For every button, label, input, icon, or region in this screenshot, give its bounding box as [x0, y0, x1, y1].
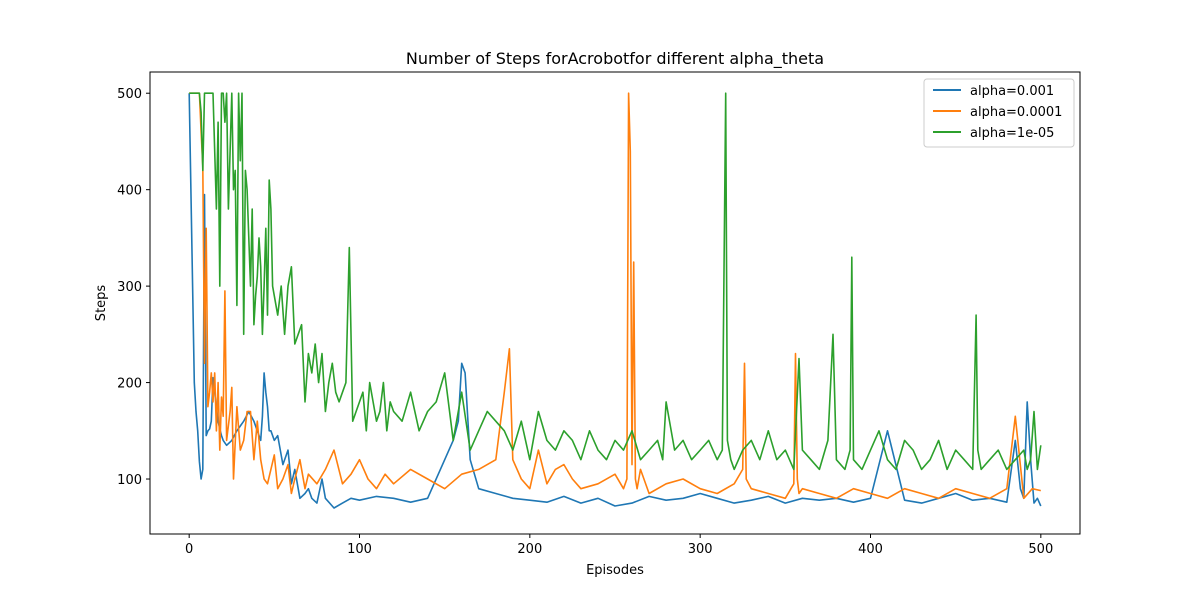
x-tick-label: 100 [347, 542, 372, 557]
legend: alpha=0.001 alpha=0.0001 alpha=1e-05 [923, 78, 1075, 148]
series-line-3 [189, 92, 1042, 471]
y-tick-label: 300 [117, 280, 142, 295]
legend-label: alpha=0.0001 [970, 105, 1062, 120]
x-tick-label: 0 [185, 542, 193, 557]
y-axis-label: Steps [94, 285, 109, 322]
y-axis-ticks: 100 200 300 400 500 [117, 87, 150, 488]
x-axis-ticks: 0 100 200 300 400 500 [185, 534, 1053, 557]
legend-label: alpha=0.001 [970, 84, 1054, 99]
chart-title: Number of Steps forAcrobotfor different … [406, 49, 824, 69]
y-tick-label: 500 [117, 87, 142, 102]
y-tick-label: 400 [117, 184, 142, 199]
x-axis-label: Episodes [586, 563, 644, 578]
plot-area-frame [149, 71, 1081, 535]
y-tick-label: 200 [117, 377, 142, 392]
series-line-1 [188, 93, 1042, 509]
y-tick-label: 100 [117, 473, 142, 488]
x-tick-label: 200 [517, 542, 542, 557]
legend-box [923, 78, 1075, 148]
legend-label: alpha=1e-05 [970, 126, 1054, 141]
x-tick-label: 500 [1028, 542, 1053, 557]
x-tick-label: 300 [688, 542, 713, 557]
series-layer [188, 92, 1042, 509]
series-line-2 [189, 92, 1041, 500]
x-tick-label: 400 [858, 542, 883, 557]
